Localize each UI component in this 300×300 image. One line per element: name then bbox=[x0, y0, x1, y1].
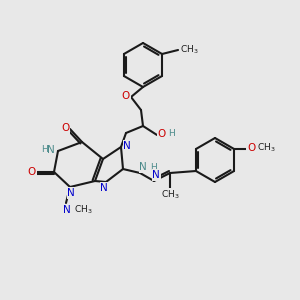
Text: N: N bbox=[67, 188, 75, 198]
Text: N: N bbox=[123, 141, 131, 151]
Text: CH$_3$: CH$_3$ bbox=[257, 142, 276, 154]
Text: O: O bbox=[247, 143, 255, 153]
Text: N: N bbox=[47, 145, 55, 155]
Text: CH$_3$: CH$_3$ bbox=[180, 44, 199, 56]
Text: N: N bbox=[63, 205, 71, 215]
Text: N: N bbox=[100, 183, 108, 193]
Text: H: H bbox=[168, 130, 175, 139]
Text: O: O bbox=[158, 129, 166, 139]
Text: O: O bbox=[61, 123, 69, 133]
Text: N: N bbox=[152, 170, 160, 180]
Text: H: H bbox=[40, 146, 47, 154]
Text: O: O bbox=[122, 91, 130, 101]
Text: H: H bbox=[150, 163, 157, 172]
Text: N: N bbox=[139, 162, 147, 172]
Text: CH$_3$: CH$_3$ bbox=[161, 189, 179, 201]
Text: CH$_3$: CH$_3$ bbox=[74, 204, 93, 216]
Text: O: O bbox=[28, 167, 36, 177]
